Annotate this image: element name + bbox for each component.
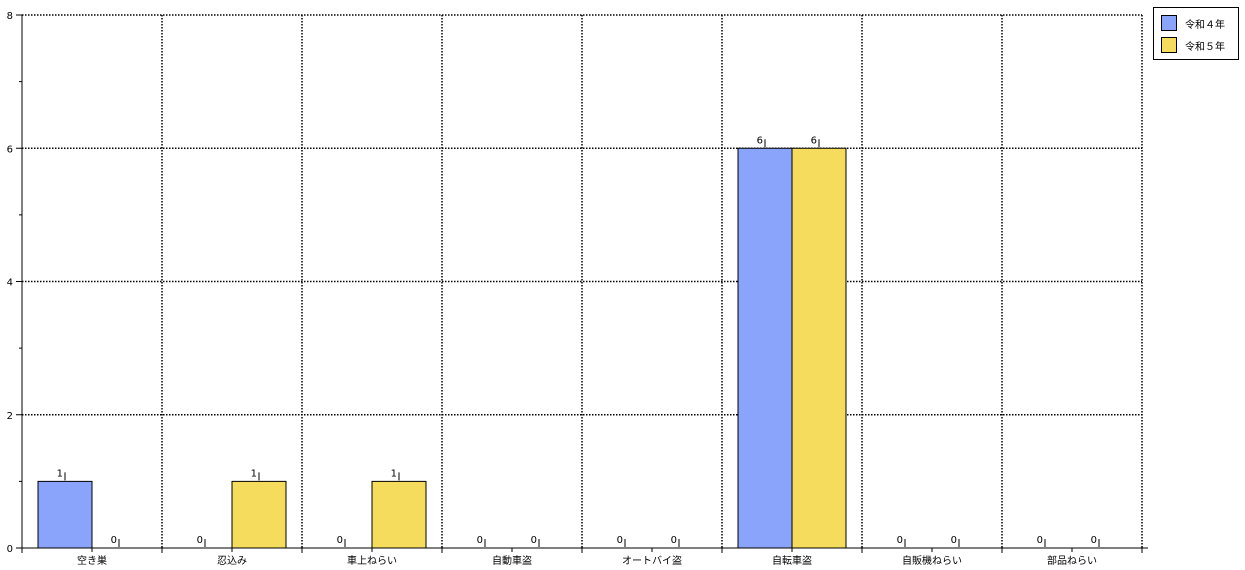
legend: 令和４年 令和５年 <box>1153 7 1239 60</box>
data-label: 0 <box>617 535 623 546</box>
data-label: 6 <box>757 135 763 146</box>
bar <box>737 147 793 549</box>
bar <box>231 480 287 549</box>
y-tick-label: 0 <box>7 544 13 555</box>
legend-swatch-2023 <box>1161 37 1177 53</box>
bars <box>37 147 847 549</box>
x-tick-label: 自動車盗 <box>492 554 532 567</box>
y-tick-label: 2 <box>7 411 13 422</box>
y-tick-label: 4 <box>7 278 13 289</box>
x-tick-label: 忍込み <box>217 555 247 567</box>
data-label: 1 <box>57 468 63 479</box>
data-label: 0 <box>951 535 957 546</box>
data-label: 0 <box>531 535 537 546</box>
data-label: 0 <box>111 535 117 546</box>
legend-label-2023: 令和５年 <box>1185 41 1225 53</box>
x-tick-label: 部品ねらい <box>1047 554 1097 567</box>
y-tick-label: 6 <box>7 144 13 155</box>
bar <box>791 147 847 549</box>
data-label: 0 <box>1037 535 1043 546</box>
grid-lines <box>22 14 1143 548</box>
x-tick-label: 空き巣 <box>77 554 107 567</box>
data-label: 1 <box>251 468 257 479</box>
data-label: 0 <box>197 535 203 546</box>
bar <box>371 480 427 549</box>
data-label: 0 <box>671 535 677 546</box>
x-tick-label: 車上ねらい <box>347 554 397 567</box>
data-label: 0 <box>337 535 343 546</box>
data-label: 0 <box>477 535 483 546</box>
y-tick-label: 8 <box>7 11 13 22</box>
x-tick-label: 自転車盗 <box>772 554 812 567</box>
bar <box>37 480 93 549</box>
data-label: 6 <box>811 135 817 146</box>
legend-swatch-2022 <box>1161 15 1177 31</box>
labels: 1 0 空き巣 0 1 忍込み 0 1 車上ねらい 0 0 自動車盗 0 0 オートバイ盗 6 6 自転車盗 0 0 自… <box>7 11 1100 567</box>
data-label: 0 <box>897 535 903 546</box>
data-label: 1 <box>391 468 397 479</box>
x-tick-label: オートバイ盗 <box>622 554 682 567</box>
bar-chart: 1 0 空き巣 0 1 忍込み 0 1 車上ねらい 0 0 自動車盗 0 0 オートバイ盗 6 6 自転車盗 0 0 自… <box>7 11 1148 567</box>
x-tick-label: 自販機ねらい <box>902 554 962 567</box>
legend-item-2022: 令和４年 <box>1161 14 1225 32</box>
data-label: 0 <box>1091 535 1097 546</box>
axes <box>16 14 1148 553</box>
legend-label-2022: 令和４年 <box>1185 19 1225 31</box>
legend-item-2023: 令和５年 <box>1161 36 1225 54</box>
